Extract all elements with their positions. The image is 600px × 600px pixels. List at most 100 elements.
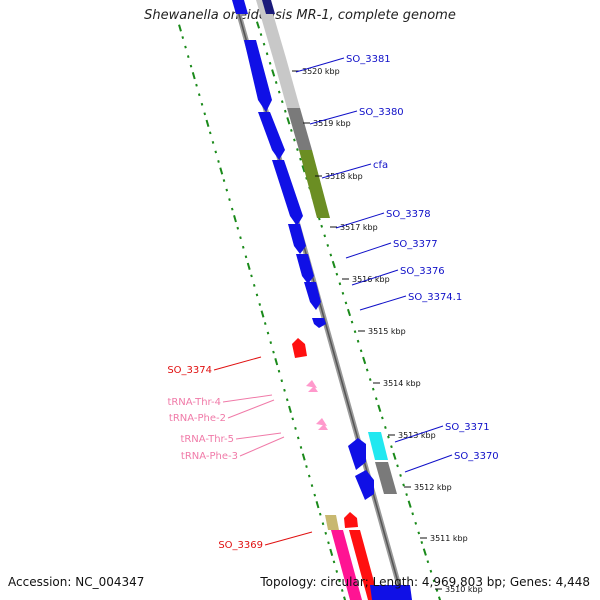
scale-dot xyxy=(208,131,212,135)
scale-dot xyxy=(414,521,418,525)
scale-dot xyxy=(402,483,405,487)
gene-label[interactable]: SO_3377 xyxy=(393,239,438,250)
scale-dot xyxy=(200,102,204,106)
scale-dot xyxy=(341,291,345,295)
scale-dot xyxy=(280,379,284,383)
gene-label[interactable]: SO_3370 xyxy=(454,451,499,462)
scale-dot xyxy=(195,83,198,87)
scale-dot xyxy=(277,369,281,373)
scale-dot xyxy=(329,253,333,257)
scale-dot xyxy=(359,349,363,353)
scale-dot xyxy=(365,368,369,372)
scale-dot xyxy=(350,320,354,324)
cog-bar xyxy=(370,585,412,600)
scale-dot xyxy=(230,207,234,211)
scale-dot xyxy=(263,322,267,325)
scale-dot xyxy=(233,215,237,223)
cog-color-bars xyxy=(256,0,412,600)
scale-dot xyxy=(420,541,424,544)
gene-label[interactable]: SO_3376 xyxy=(400,266,445,277)
scale-dot xyxy=(236,226,240,230)
map-title: Shewanella oneidensis MR-1, complete gen… xyxy=(144,8,456,23)
scale-dot xyxy=(411,512,415,516)
gene-label[interactable]: SO_3369 xyxy=(218,540,263,551)
scale-dot xyxy=(283,109,287,113)
scale-dot xyxy=(332,560,336,564)
label-leader-line xyxy=(309,110,358,125)
gene-arrow xyxy=(312,318,326,328)
scale-dot xyxy=(291,417,295,421)
scale-dot xyxy=(272,350,275,354)
scale-dot xyxy=(396,464,399,468)
scale-tick-label: 3513 kbp xyxy=(398,431,436,440)
gene-label[interactable]: SO_3374.1 xyxy=(408,292,462,303)
scale-dot xyxy=(437,596,442,600)
gene-label[interactable]: cfa xyxy=(373,160,388,171)
scale-dot xyxy=(417,531,421,535)
scale-dot xyxy=(178,24,182,32)
gene-label[interactable]: tRNA-Thr-4 xyxy=(167,397,221,408)
accession-text: Accession: NC_004347 xyxy=(8,575,145,589)
gene-features xyxy=(232,0,374,528)
scale-dot xyxy=(203,112,207,116)
gene-label[interactable]: SO_3378 xyxy=(386,209,431,220)
scale-tick-label: 3517 kbp xyxy=(340,223,378,232)
scale-dot xyxy=(217,160,220,163)
scale-dot xyxy=(280,100,284,104)
scale-dot xyxy=(343,596,347,600)
scale-dot xyxy=(435,588,439,592)
scale-dot xyxy=(186,55,190,59)
scale-tick-label: 3518 kbp xyxy=(325,172,363,181)
scale-dot xyxy=(353,330,357,334)
gene-arrow xyxy=(258,112,285,160)
scale-tick-label: 3519 kbp xyxy=(313,119,351,128)
scale-dot xyxy=(214,150,218,154)
scale-tick-label: 3512 kbp xyxy=(414,483,452,492)
gene-label[interactable]: tRNA-Thr-5 xyxy=(180,434,234,445)
gene-label[interactable]: SO_3380 xyxy=(359,107,404,118)
gene-arrow xyxy=(296,254,314,284)
scale-dot xyxy=(346,308,352,317)
scale-dot xyxy=(225,188,229,192)
scale-dot xyxy=(268,61,272,65)
cog-bar xyxy=(273,58,300,108)
scale-dot xyxy=(426,560,430,564)
scale-dot xyxy=(338,282,342,286)
scale-dot xyxy=(362,356,367,365)
scale-dot xyxy=(288,405,292,413)
scale-dot xyxy=(294,426,297,430)
label-leader-line xyxy=(394,425,444,443)
trna-feature xyxy=(316,418,327,426)
scale-dot xyxy=(399,473,402,477)
scale-dot xyxy=(277,90,281,94)
label-leader-line xyxy=(227,399,275,419)
trna-feature xyxy=(318,424,328,430)
label-leader-line xyxy=(321,163,372,179)
gene-label[interactable]: tRNA-Phe-3 xyxy=(181,451,238,462)
label-leader-line xyxy=(239,436,285,457)
scale-dot xyxy=(244,255,248,259)
scale-dot xyxy=(301,165,306,173)
scale-dot xyxy=(211,140,215,144)
gene-arrow xyxy=(232,0,248,14)
scale-dot xyxy=(429,569,433,573)
scale-dot xyxy=(377,404,382,412)
label-leader-line xyxy=(213,356,262,371)
scale-dot xyxy=(274,358,279,366)
scale-dot xyxy=(181,36,185,39)
scale-dot xyxy=(307,474,311,478)
scale-dot xyxy=(338,579,341,583)
gene-label[interactable]: SO_3374 xyxy=(167,365,212,376)
scale-dot xyxy=(265,52,269,56)
gene-label[interactable]: tRNA-Phe-2 xyxy=(169,413,226,424)
scale-dot xyxy=(407,500,412,508)
label-leader-line xyxy=(295,57,345,73)
label-leader-line xyxy=(345,242,392,259)
scale-dot xyxy=(313,493,317,497)
scale-dot xyxy=(315,501,320,509)
gene-label[interactable]: SO_3381 xyxy=(346,54,391,65)
scale-dot xyxy=(299,446,303,449)
scale-dot xyxy=(387,435,390,439)
gene-label[interactable]: SO_3371 xyxy=(445,422,490,433)
